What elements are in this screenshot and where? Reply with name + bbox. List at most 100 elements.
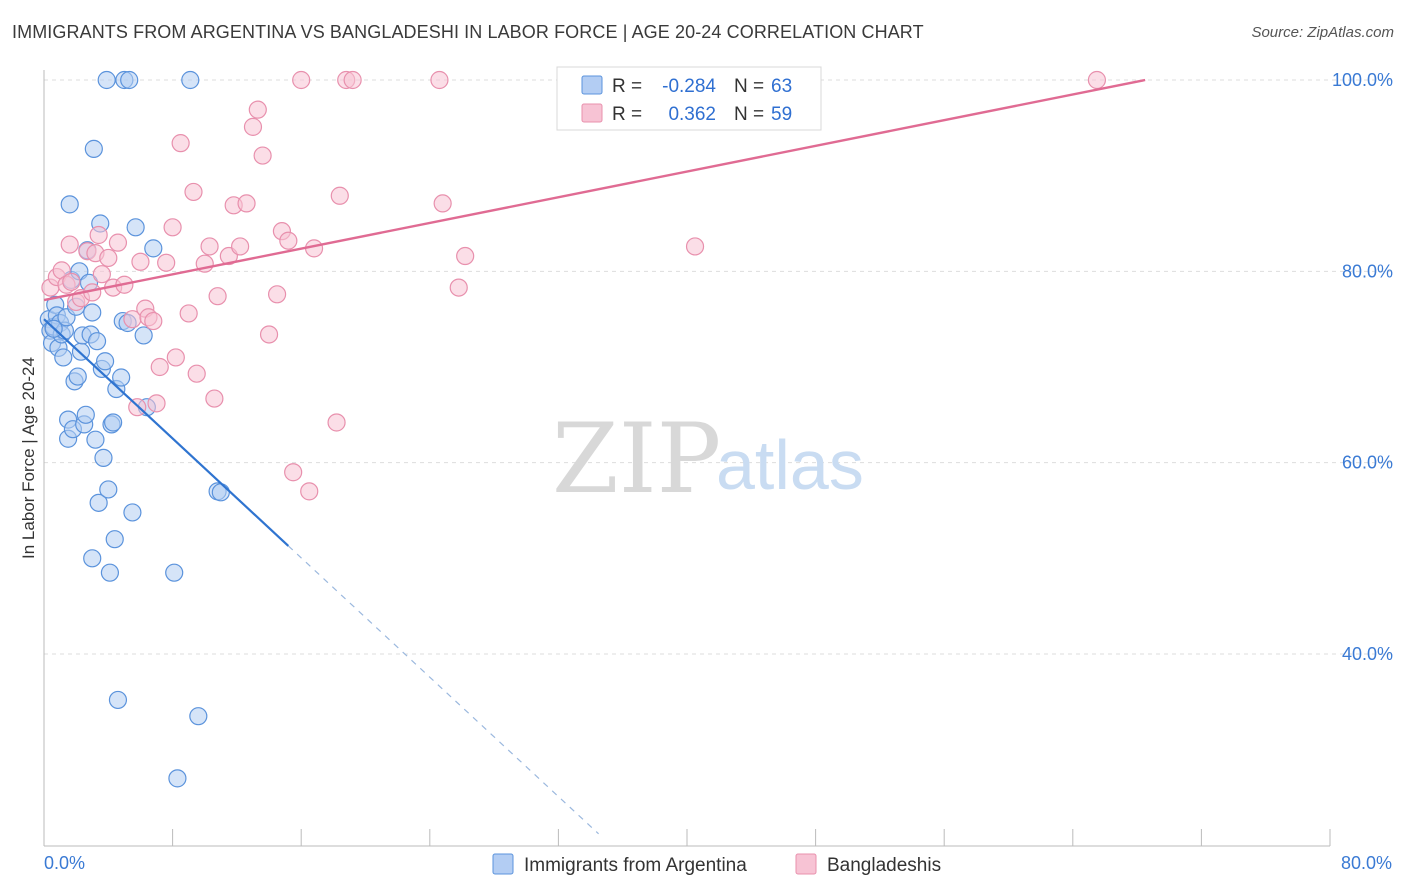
point-argentina (181, 70, 200, 90)
point-bangladeshi (456, 246, 475, 266)
point-bangladeshi (433, 194, 452, 213)
point-bangladeshi (92, 265, 111, 284)
point-argentina (108, 690, 128, 710)
point-argentina (189, 707, 208, 726)
x-tick-labels: 0.0% 80.0% (44, 853, 1392, 873)
point-bangladeshi (449, 278, 468, 297)
point-argentina (83, 303, 102, 322)
trend-lines (43, 78, 1146, 835)
legend-r-label-bangladeshi: R = (612, 104, 642, 125)
trendline-bangladeshi (43, 78, 1146, 302)
point-argentina (97, 70, 116, 90)
point-argentina (68, 367, 87, 386)
gridlines (43, 79, 1392, 846)
bottom-legend-label-argentina: Immigrants from Argentina (524, 855, 747, 876)
point-argentina (211, 483, 230, 502)
point-bangladeshi (1087, 70, 1107, 90)
point-bangladeshi (179, 304, 198, 323)
point-argentina (99, 480, 118, 499)
point-bangladeshi (284, 463, 303, 482)
point-bangladeshi (62, 272, 81, 291)
point-argentina (94, 448, 113, 467)
point-argentina (60, 195, 79, 214)
point-bangladeshi (108, 233, 128, 252)
point-bangladeshi (208, 287, 227, 306)
point-bangladeshi (685, 237, 705, 256)
point-argentina (165, 563, 184, 582)
bottom-legend-swatch-argentina (492, 853, 514, 875)
point-bangladeshi (267, 285, 287, 304)
point-argentina (144, 239, 163, 258)
legend-n-label-bangladeshi: N = (734, 104, 764, 125)
point-argentina (83, 549, 102, 568)
watermark: ZIP atlas (552, 403, 864, 515)
point-bangladeshi (187, 364, 206, 383)
point-bangladeshi (253, 146, 272, 165)
legend-r-label-argentina: R = (612, 76, 642, 97)
point-argentina (134, 326, 153, 345)
point-argentina (87, 332, 107, 351)
point-bangladeshi (231, 237, 250, 256)
point-argentina (123, 503, 142, 522)
point-bangladeshi (150, 357, 169, 377)
series-legend: Immigrants from Argentina Bangladeshis (492, 853, 941, 876)
bottom-legend-swatch-bangladeshi (795, 853, 817, 875)
x-tick-label-min: 0.0% (44, 853, 85, 873)
y-tick-label: 60.0% (1342, 453, 1393, 473)
x-tick-label-max: 80.0% (1341, 853, 1392, 873)
point-bangladeshi (99, 248, 118, 268)
point-bangladeshi (248, 100, 267, 119)
point-argentina (76, 405, 95, 424)
y-tick-label: 80.0% (1342, 261, 1393, 281)
point-bangladeshi (147, 394, 166, 413)
point-argentina (120, 70, 139, 90)
trendline-argentina (43, 318, 290, 547)
point-bangladeshi (343, 70, 362, 90)
point-bangladeshi (292, 70, 311, 90)
point-bangladeshi (89, 225, 108, 245)
point-bangladeshi (171, 134, 190, 153)
point-bangladeshi (131, 252, 150, 271)
point-argentina (168, 769, 187, 788)
point-argentina (104, 413, 123, 432)
point-bangladeshi (157, 253, 176, 272)
y-tick-label: 100.0% (1332, 70, 1393, 90)
legend-swatch-argentina (581, 75, 603, 95)
legend-n-value-argentina: 63 (771, 76, 792, 97)
point-bangladeshi (300, 482, 319, 501)
point-bangladeshi (144, 311, 163, 331)
point-bangladeshi (430, 70, 449, 90)
y-tick-labels: 40.0% 60.0% 80.0% 100.0% (1332, 70, 1393, 664)
legend-r-value-bangladeshi: 0.362 (668, 104, 716, 125)
point-bangladeshi (184, 182, 203, 202)
point-argentina (126, 218, 145, 237)
point-argentina (84, 139, 103, 158)
point-argentina (89, 493, 108, 512)
y-axis-title: In Labor Force | Age 20-24 (19, 357, 38, 559)
point-bangladeshi (243, 117, 263, 136)
legend-n-value-bangladeshi: 59 (771, 104, 792, 125)
source-credit: Source: ZipAtlas.com (1251, 24, 1394, 41)
point-bangladeshi (163, 218, 182, 237)
legend-r-value-argentina: -0.284 (662, 76, 716, 97)
bottom-legend-label-bangladeshi: Bangladeshis (827, 855, 941, 876)
point-argentina (86, 430, 105, 449)
point-bangladeshi (166, 348, 185, 367)
point-argentina (54, 348, 73, 367)
stats-legend: R = -0.284 N = 63 R = 0.362 N = 59 (556, 66, 822, 131)
legend-n-label-argentina: N = (734, 76, 764, 97)
chart-title: IMMIGRANTS FROM ARGENTINA VS BANGLADESHI… (12, 22, 924, 42)
y-tick-label: 40.0% (1342, 644, 1393, 664)
point-bangladeshi (60, 235, 79, 254)
point-bangladeshi (200, 237, 219, 256)
trendline-argentina-extension (287, 545, 599, 835)
point-argentina (100, 563, 120, 582)
point-bangladeshi (259, 325, 279, 344)
point-argentina (95, 352, 115, 371)
point-argentina (105, 530, 124, 549)
point-bangladeshi (237, 194, 256, 213)
point-bangladeshi (279, 231, 298, 250)
watermark-atlas: atlas (716, 426, 864, 504)
point-bangladeshi (327, 413, 346, 432)
